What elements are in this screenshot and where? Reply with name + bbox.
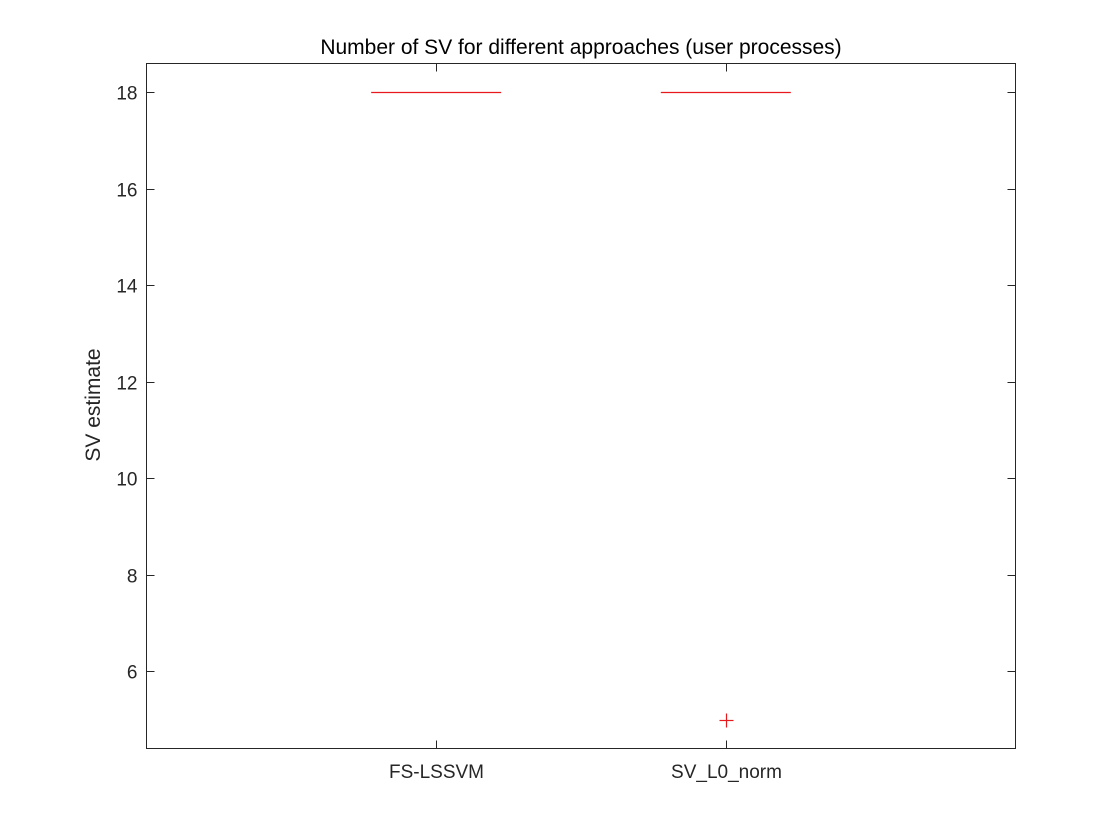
y-tick-label: 14 <box>116 277 138 298</box>
y-tick-label: 16 <box>116 181 137 202</box>
y-tick-label: 12 <box>116 374 137 395</box>
chart-title: Number of SV for different approaches (u… <box>320 36 841 59</box>
x-tick-label: SV_L0_norm <box>671 762 782 783</box>
y-axis-label: SV estimate <box>82 348 105 461</box>
x-tick-label: FS-LSSVM <box>389 762 484 783</box>
y-tick-label: 6 <box>127 663 138 684</box>
y-tick-label: 18 <box>116 84 137 105</box>
boxes-layer <box>371 91 791 728</box>
ticks-layer: 6 8 10 12 14 16 18 FS-LSSVM SV_L0_norm <box>116 63 1016 783</box>
y-tick-label: 10 <box>116 470 137 491</box>
y-tick-label: 8 <box>127 567 138 588</box>
box-group <box>660 91 791 728</box>
plot-area-frame <box>146 63 1016 749</box>
outlier-marker <box>719 713 734 728</box>
